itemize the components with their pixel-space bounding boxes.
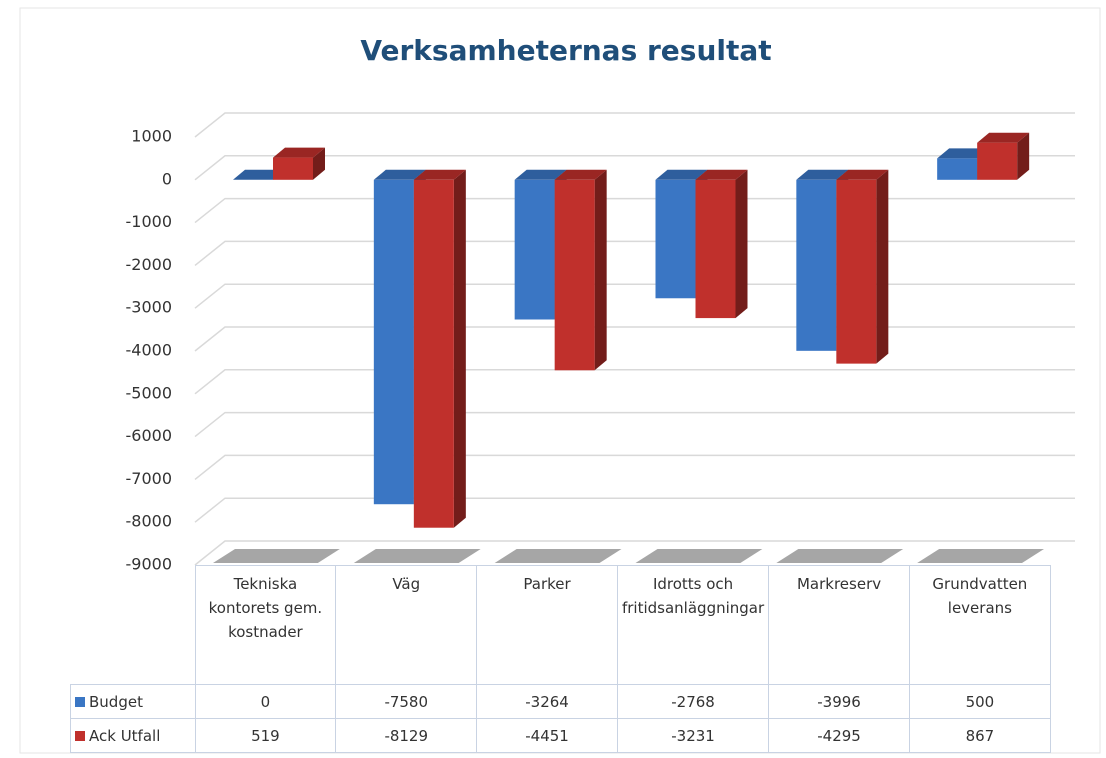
floor-tile [917,549,1044,563]
bar [413,179,454,528]
bar-side [594,169,607,371]
y-tick-label: -5000 [126,383,173,402]
floor-tile [635,549,763,563]
bar [273,157,313,180]
bar-top [836,169,889,180]
bar [695,179,736,319]
category-label: Parker [476,565,618,685]
bar-top [655,169,708,180]
y-tick-label: -1000 [126,212,173,231]
legend-label: Budget [89,692,143,711]
grid-line [194,283,1075,309]
category-label: Idrotts och fritidsanläggningar [616,565,770,685]
table-corner [70,565,196,685]
value-cell: -3231 [616,718,770,753]
bar-top [413,169,466,180]
bar [554,179,595,371]
legend-cell: Budget [70,684,196,719]
bar-top [273,147,325,158]
bar [977,142,1018,180]
table-header-row: Tekniska kontorets gem. kostnader Väg Park… [70,565,1051,685]
grid-line [194,155,1075,181]
bar-top [233,169,285,180]
y-tick-label: -4000 [126,341,173,360]
category-label: Markreserv [768,565,910,685]
chart-border [19,7,1101,754]
floor-tile [776,549,904,563]
grid-line [194,497,1075,523]
bar [796,179,837,351]
table-row: Budget 0 -7580 -3264 -2768 -3996 500 [70,684,1051,719]
bar-top [977,132,1030,143]
value-cell: -4295 [768,718,910,753]
category-label: Tekniska kontorets gem. kostnader [194,565,337,685]
bar [836,179,877,364]
grid-line [194,197,1075,224]
bar [514,179,555,320]
y-tick-label: 1000 [131,127,172,146]
bar-top [796,169,849,180]
legend-key [75,730,85,741]
bar-top [554,169,607,180]
value-cell: -8129 [335,718,478,753]
legend-key [75,696,85,707]
floor-tile [494,549,622,563]
legend-cell: Ack Utfall [70,718,196,753]
bar [373,179,414,505]
grid-line [194,326,1075,352]
bar-side [735,169,748,319]
value-cell: -3264 [476,684,618,719]
grid-line [194,454,1075,480]
category-label: Grundvatten leverans [908,565,1051,685]
y-tick-label: -2000 [126,255,173,274]
value-cell: 0 [194,684,337,719]
bar-side [313,147,325,180]
grid-line [194,369,1075,395]
value-cell: -4451 [476,718,618,753]
bar [937,158,978,180]
table-row: Ack Utfall 519 -8129 -4451 -3231 -4295 867 [70,718,1051,753]
value-cell: 519 [194,718,337,753]
bar-top [695,169,748,180]
chart-title: Verksamheternas resultat [360,34,771,67]
bar-side [1017,132,1030,180]
floor-tile [353,549,481,563]
bar [655,179,696,299]
value-cell: -3996 [768,684,910,719]
grid-line [194,411,1075,438]
value-cell: -7580 [335,684,478,719]
y-tick-label: -6000 [126,426,173,445]
bar-top [514,169,567,180]
floor-tile [213,549,340,563]
y-tick-label: 0 [162,169,172,188]
y-tick-label: -8000 [126,512,173,531]
bar-side [453,169,466,528]
y-tick-label: -3000 [126,298,173,317]
bar-top [937,148,990,159]
value-cell: -2768 [616,684,770,719]
data-table: Tekniska kontorets gem. kostnader Väg Park… [70,565,1051,753]
grid-line [194,112,1075,138]
bar-top [373,169,426,180]
y-tick-label: -7000 [126,469,173,488]
category-label: Väg [335,565,478,685]
grid-line [194,240,1075,266]
grid-line [194,540,1075,566]
value-cell: 867 [908,718,1051,753]
value-cell: 500 [908,684,1051,719]
bar-side [876,169,889,364]
legend-label: Ack Utfall [89,726,161,745]
